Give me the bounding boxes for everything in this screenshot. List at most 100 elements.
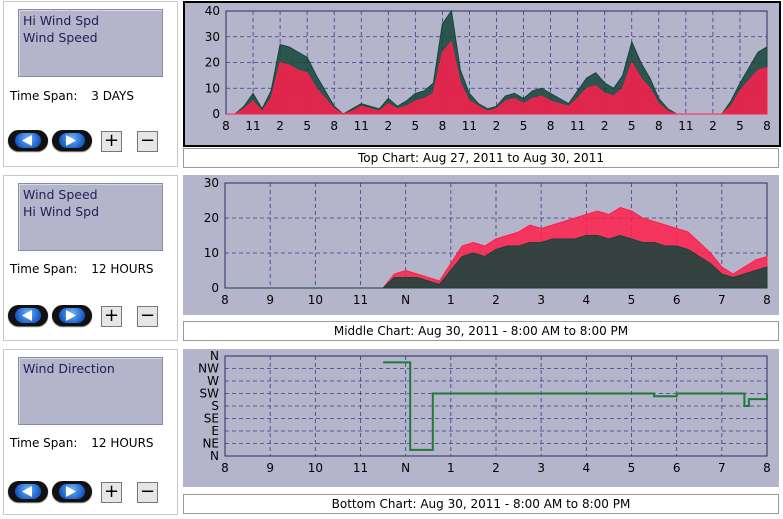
y-tick-label: S [211,399,219,413]
x-tick-label: 10 [308,461,323,475]
middle-chart[interactable]: 8 9 10 11 N 1 2 3 4 5 6 7 8 0 10 20 30 [183,175,779,315]
x-tick-label: 9 [266,461,274,475]
middle-timespan: Time Span: 12 HOURS [10,262,160,276]
x-tick-label: 2 [492,461,500,475]
x-tick-label: 2 [384,119,392,133]
x-tick-label: 3 [537,461,545,475]
x-tick-label: 8 [222,119,230,133]
x-tick-label: 11 [462,119,477,133]
x-tick-label: N [401,293,410,307]
legend-entry: Wind Direction [23,361,115,376]
x-tick-label: 5 [736,119,744,133]
x-tick-label: 2 [276,119,284,133]
middle-chart-caption: Middle Chart: Aug 30, 2011 - 8:00 AM to … [183,321,779,341]
y-tick-label: 0 [211,281,219,295]
x-tick-label: 5 [412,119,420,133]
top-zoom-in-button[interactable]: + [101,131,122,152]
x-tick-label: 8 [221,293,229,307]
x-tick-label: 8 [547,119,555,133]
x-tick-label: 8 [330,119,338,133]
y-tick-label: NE [202,437,219,451]
middle-control-panel: Wind Speed Hi Wind Spd Time Span: 12 HOU… [3,175,178,341]
top-forward-button[interactable] [52,130,92,151]
top-timespan: Time Span: 3 DAYS [10,89,140,103]
x-tick-label: 1 [447,293,455,307]
x-tick-label: 7 [718,293,726,307]
series-area [225,234,768,289]
x-tick-label: 2 [601,119,609,133]
direction-line [383,361,768,451]
series-area [226,40,768,115]
x-tick-label: 2 [709,119,717,133]
top-chart[interactable]: 8 11 2 5 8 11 2 5 8 11 2 5 8 11 2 5 8 11 2 5 8 0 10 20 30 40 [183,1,781,147]
x-tick-label: 11 [353,461,368,475]
y-tick-label: 30 [204,176,219,190]
bottom-control-panel: Wind Direction Time Span: 12 HOURS + − [3,349,178,515]
x-tick-label: 1 [447,461,455,475]
x-tick-label: 10 [308,293,323,307]
middle-forward-button[interactable] [52,305,92,326]
x-tick-label: 11 [570,119,585,133]
top-legend-box: Hi Wind Spd Wind Speed [18,9,163,77]
bottom-zoom-in-button[interactable]: + [101,482,122,503]
legend-entry: Hi Wind Spd [23,13,100,28]
x-tick-label: 5 [628,461,636,475]
x-tick-label: 5 [303,119,311,133]
y-tick-label: 20 [205,56,220,70]
bottom-back-button[interactable] [8,481,48,502]
left-triangle-icon [22,135,32,146]
legend-entry: Wind Speed [23,30,98,45]
y-tick-label: 30 [205,30,220,44]
x-tick-label: 5 [520,119,528,133]
left-triangle-icon [22,486,32,497]
x-tick-label: N [401,461,410,475]
y-tick-label: NW [198,362,219,376]
bottom-chart[interactable]: 8 9 10 11 N 1 2 3 4 5 6 7 8 N NE E SE S SW W NW N [183,349,779,487]
x-tick-label: 11 [354,119,369,133]
bottom-forward-button[interactable] [52,481,92,502]
x-tick-label: 8 [221,461,229,475]
top-back-button[interactable] [8,130,48,151]
x-tick-label: 8 [763,119,771,133]
top-control-panel: Hi Wind Spd Wind Speed Time Span: 3 DAYS… [3,1,178,167]
x-tick-label: 7 [718,461,726,475]
timespan-label: Time Span: [10,436,78,450]
x-tick-label: 8 [763,461,771,475]
x-tick-label: 11 [353,293,368,307]
top-zoom-out-button[interactable]: − [137,131,158,152]
middle-zoom-in-button[interactable]: + [101,306,122,327]
x-tick-label: 11 [678,119,693,133]
right-triangle-icon [66,310,76,321]
x-tick-label: 8 [655,119,663,133]
x-tick-label: 2 [493,119,501,133]
y-tick-label: SE [204,412,219,426]
x-tick-label: 6 [673,293,681,307]
x-tick-label: 5 [628,119,636,133]
middle-back-button[interactable] [8,305,48,326]
x-tick-label: 2 [492,293,500,307]
right-triangle-icon [66,486,76,497]
y-tick-label: 0 [212,107,220,121]
timespan-label: Time Span: [10,89,78,103]
bottom-zoom-out-button[interactable]: − [137,482,158,503]
y-tick-label: 20 [204,211,219,225]
y-tick-label: 40 [205,4,220,18]
y-tick-label: E [211,424,219,438]
x-tick-label: 6 [673,461,681,475]
middle-zoom-out-button[interactable]: − [137,306,158,327]
x-tick-label: 4 [583,293,591,307]
y-tick-label: N [210,349,219,363]
timespan-value: 12 HOURS [91,262,154,276]
timespan-label: Time Span: [10,262,78,276]
y-tick-label: 10 [204,246,219,260]
y-tick-label: 10 [205,81,220,95]
y-tick-label: N [210,449,219,463]
timespan-value: 12 HOURS [91,436,154,450]
x-tick-label: 9 [266,293,274,307]
bottom-timespan: Time Span: 12 HOURS [10,436,160,450]
middle-legend-box: Wind Speed Hi Wind Spd [18,183,163,251]
x-tick-label: 11 [245,119,260,133]
top-chart-caption: Top Chart: Aug 27, 2011 to Aug 30, 2011 [183,148,779,168]
